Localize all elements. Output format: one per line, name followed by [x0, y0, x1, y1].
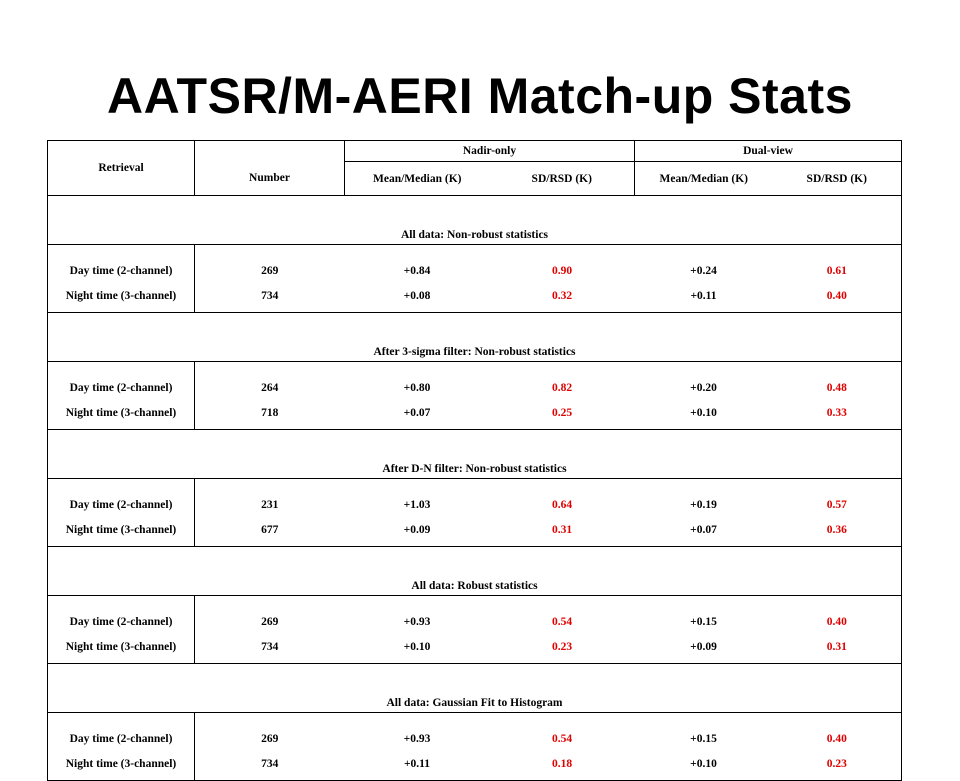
row-nadir-sd: 0.64 [551, 499, 573, 511]
row-dual-sd: 0.40 [772, 712, 902, 747]
row-label: Night time (3-channel) [47, 279, 195, 313]
header-nadir-sd: SD/RSD (K) [489, 161, 635, 196]
row-dual-mean: +0.07 [634, 513, 773, 547]
row-dual-mean: +0.19 [690, 499, 717, 511]
header-nadir-only: Nadir-only [344, 140, 635, 162]
row-dual-sd: 0.36 [772, 513, 902, 547]
row-nadir-mean: +0.11 [344, 747, 490, 781]
table-row: Day time (2-channel) 269 +0.93 0.54 +0.15 0.4… [47, 595, 902, 630]
header-nadir-mean: Mean/Median (K) [344, 161, 490, 196]
row-dual-sd: 0.40 [772, 279, 902, 313]
row-dual-sd: 0.57 [772, 478, 902, 513]
table-row: Night time (3-channel) 677 +0.09 0.31 +0.07 0… [47, 513, 902, 547]
row-number: 231 [261, 499, 279, 511]
slide-title: AATSR/M-AERI Match-up Stats [107, 68, 853, 124]
row-dual-mean: +0.20 [690, 382, 717, 394]
row-nadir-sd: 0.25 [489, 396, 635, 430]
row-label: Night time (3-channel) [47, 630, 195, 664]
row-dual-sd: 0.23 [772, 747, 902, 781]
row-label: Night time (3-channel) [47, 513, 195, 547]
table-row: Night time (3-channel) 718 +0.07 0.25 +0.10 0… [47, 396, 902, 430]
header-number: Number [194, 161, 345, 196]
row-dual-sd: 0.33 [772, 396, 902, 430]
row-nadir-sd: 0.32 [489, 279, 635, 313]
row-nadir-sd: 0.23 [489, 630, 635, 664]
row-nadir-mean: +0.09 [344, 513, 490, 547]
row-nadir-mean: +1.03 [403, 499, 431, 511]
row-dual-sd: 0.61 [772, 244, 902, 279]
row-nadir-sd: 0.18 [489, 747, 635, 781]
row-nadir-sd: 0.54 [551, 733, 573, 745]
row-nadir-mean: +0.80 [403, 382, 431, 394]
table-row: Day time (2-channel) 269 +0.93 0.54 +0.15 0.4… [47, 712, 902, 747]
header-dual-view: Dual-view [634, 140, 902, 162]
row-nadir-mean: +0.07 [344, 396, 490, 430]
row-number: 264 [261, 382, 279, 394]
section-title: After 3-sigma filter: Non-robust statist… [47, 312, 902, 362]
row-number: 269 [261, 265, 279, 277]
table-row: Night time (3-channel) 734 +0.08 0.32 +0.11 0… [47, 279, 902, 313]
row-label: Day time (2-channel) [47, 595, 195, 630]
row-label: Day time (2-channel) [47, 244, 195, 279]
row-dual-sd: 0.48 [772, 361, 902, 396]
row-number: 677 [194, 513, 345, 547]
section-title: All data: Gaussian Fit to Histogram [47, 663, 902, 713]
row-dual-mean: +0.10 [634, 396, 773, 430]
section-title: All data: Non-robust statistics [47, 195, 902, 245]
row-dual-mean: +0.24 [690, 265, 717, 277]
table-row: Day time (2-channel) 231 +1.03 0.64 +0.19 0.5… [47, 478, 902, 513]
row-number: 269 [261, 733, 279, 745]
table-row: Night time (3-channel) 734 +0.11 0.18 +0.10 0… [47, 747, 902, 781]
row-nadir-mean: +0.93 [403, 616, 431, 628]
table-row: Night time (3-channel) 734 +0.10 0.23 +0.09 0… [47, 630, 902, 664]
row-number: 734 [194, 747, 345, 781]
section-title: After D-N filter: Non-robust statistics [47, 429, 902, 479]
row-dual-sd: 0.31 [772, 630, 902, 664]
row-number: 734 [194, 630, 345, 664]
row-nadir-mean: +0.93 [403, 733, 431, 745]
row-nadir-sd: 0.31 [489, 513, 635, 547]
row-label: Day time (2-channel) [47, 712, 195, 747]
matchup-stats-table: Retrieval Nadir-only Dual-view Number Me… [47, 140, 902, 781]
header-dual-mean: Mean/Median (K) [634, 161, 773, 196]
row-number: 269 [261, 616, 279, 628]
row-label: Day time (2-channel) [47, 478, 195, 513]
row-number: 734 [194, 279, 345, 313]
row-number: 718 [194, 396, 345, 430]
row-label: Night time (3-channel) [47, 396, 195, 430]
row-dual-mean: +0.09 [634, 630, 773, 664]
table-row: Day time (2-channel) 269 +0.84 0.90 +0.24 0.6… [47, 244, 902, 279]
section-title: All data: Robust statistics [47, 546, 902, 596]
row-dual-sd: 0.40 [772, 595, 902, 630]
row-nadir-sd: 0.54 [551, 616, 573, 628]
row-nadir-sd: 0.82 [551, 382, 573, 394]
header-dual-sd: SD/RSD (K) [772, 161, 902, 196]
row-nadir-sd: 0.90 [551, 265, 573, 277]
table-row: Day time (2-channel) 264 +0.80 0.82 +0.20 0.4… [47, 361, 902, 396]
row-nadir-mean: +0.84 [403, 265, 431, 277]
row-nadir-mean: +0.08 [344, 279, 490, 313]
row-nadir-mean: +0.10 [344, 630, 490, 664]
row-dual-mean: +0.11 [634, 279, 773, 313]
row-dual-mean: +0.15 [690, 733, 717, 745]
row-label: Night time (3-channel) [47, 747, 195, 781]
row-label: Day time (2-channel) [47, 361, 195, 396]
header-retrieval: Retrieval [47, 140, 195, 196]
row-dual-mean: +0.10 [634, 747, 773, 781]
row-dual-mean: +0.15 [690, 616, 717, 628]
